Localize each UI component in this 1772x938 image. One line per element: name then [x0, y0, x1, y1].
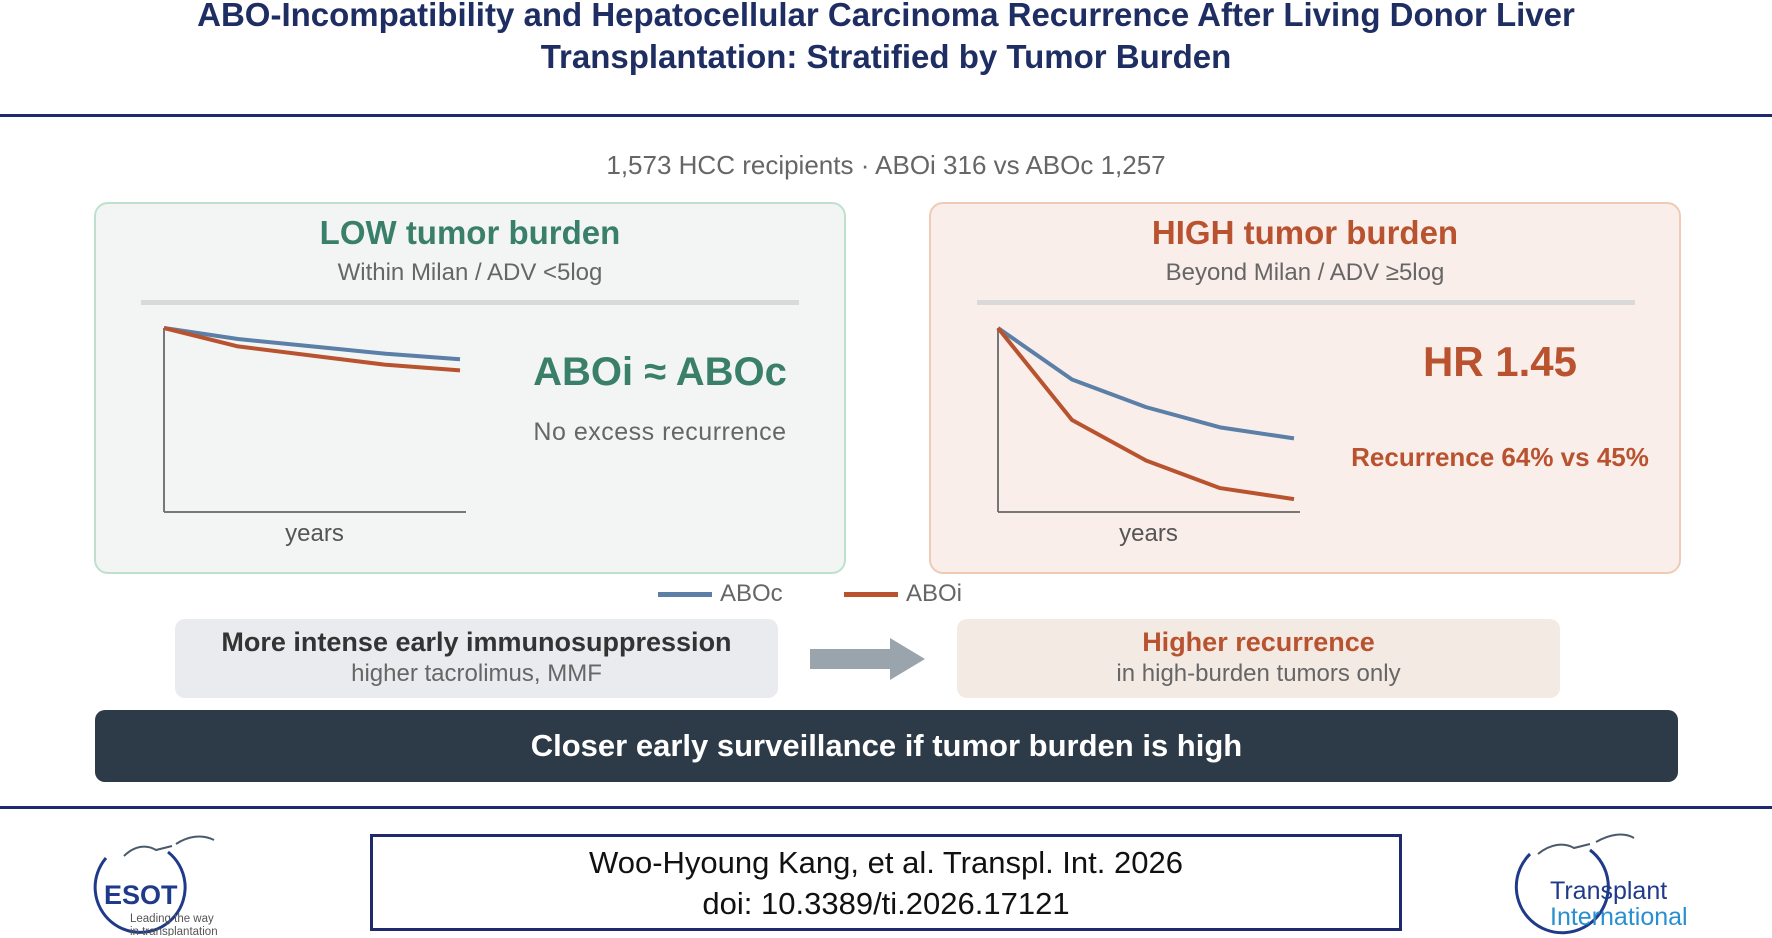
- legend-swatch-aboi: [844, 591, 898, 597]
- high-panel-divider: [977, 300, 1635, 305]
- esot-logo: ESOT Leading the way in transplantation: [93, 835, 218, 936]
- legend-swatch-aboc: [658, 591, 712, 597]
- effect-title: Higher recurrence: [1142, 627, 1375, 657]
- low-panel-note: No excess recurrence: [533, 418, 787, 446]
- bottom-divider: [0, 806, 1772, 809]
- citation-box: Woo-Hyoung Kang, et al. Transpl. Int. 20…: [370, 834, 1402, 931]
- effect-detail: in high-burden tumors only: [1116, 660, 1401, 687]
- low-chart-x-label: years: [285, 520, 344, 547]
- recurrence-rates: Recurrence 64% vs 45%: [1351, 442, 1649, 472]
- top-divider: [0, 114, 1772, 117]
- legend-item-aboc: ABOc: [658, 580, 783, 608]
- cause-detail: higher tacrolimus, MMF: [351, 660, 602, 687]
- esot-logo-name: ESOT: [104, 880, 178, 910]
- cohort-stats: 1,573 HCC recipients · ABOi 316 vs ABOc …: [606, 150, 1166, 180]
- title-line-2: Transplantation: Stratified by Tumor Bur…: [540, 38, 1232, 75]
- low-panel-subtitle: Within Milan / ADV <5log: [337, 259, 603, 286]
- high-panel-title: HIGH tumor burden: [1151, 214, 1459, 251]
- low-series-line-aboi: [163, 326, 461, 373]
- page-title: ABO-Incompatibility and Hepatocellular C…: [0, 0, 1772, 78]
- right-arrow-icon: [810, 638, 925, 680]
- low-series-line-aboc: [163, 326, 461, 362]
- ti-logo-name-2: International: [1550, 903, 1688, 931]
- legend-label-aboi: ABOi: [906, 580, 963, 607]
- effect-box: Higher recurrence in high-burden tumors …: [957, 619, 1560, 698]
- ti-logo-name-1: Transplant: [1550, 877, 1667, 905]
- esot-tagline-2: in transplantation: [130, 926, 218, 936]
- citation-authors: Woo-Hyoung Kang, et al. Transpl. Int. 20…: [589, 845, 1183, 880]
- high-burden-survival-chart: [996, 326, 1300, 513]
- high-chart-x-label: years: [1119, 520, 1178, 547]
- high-series-line-aboi: [996, 326, 1295, 502]
- conclusion-banner: Closer early surveillance if tumor burde…: [95, 710, 1678, 782]
- esot-tagline-1: Leading the way: [130, 913, 214, 925]
- high-series-line-aboc: [996, 326, 1295, 441]
- transplant-international-logo: Transplant International: [1514, 833, 1688, 935]
- cause-box: More intense early immunosuppression hig…: [175, 619, 778, 698]
- high-panel-subtitle: Beyond Milan / ADV ≥5log: [1165, 259, 1445, 286]
- low-panel-title: LOW tumor burden: [319, 214, 621, 251]
- low-panel-headline: ABOi ≈ ABOc: [533, 350, 787, 394]
- legend-label-aboc: ABOc: [720, 580, 783, 607]
- legend-item-aboi: ABOi: [844, 580, 962, 608]
- cause-title: More intense early immunosuppression: [221, 627, 732, 657]
- title-line-1: ABO-Incompatibility and Hepatocellular C…: [197, 0, 1575, 33]
- low-panel-divider: [141, 300, 799, 305]
- citation-doi: doi: 10.3389/ti.2026.17121: [702, 886, 1070, 921]
- hazard-ratio: HR 1.45: [1422, 338, 1578, 385]
- low-burden-survival-chart: [163, 326, 466, 513]
